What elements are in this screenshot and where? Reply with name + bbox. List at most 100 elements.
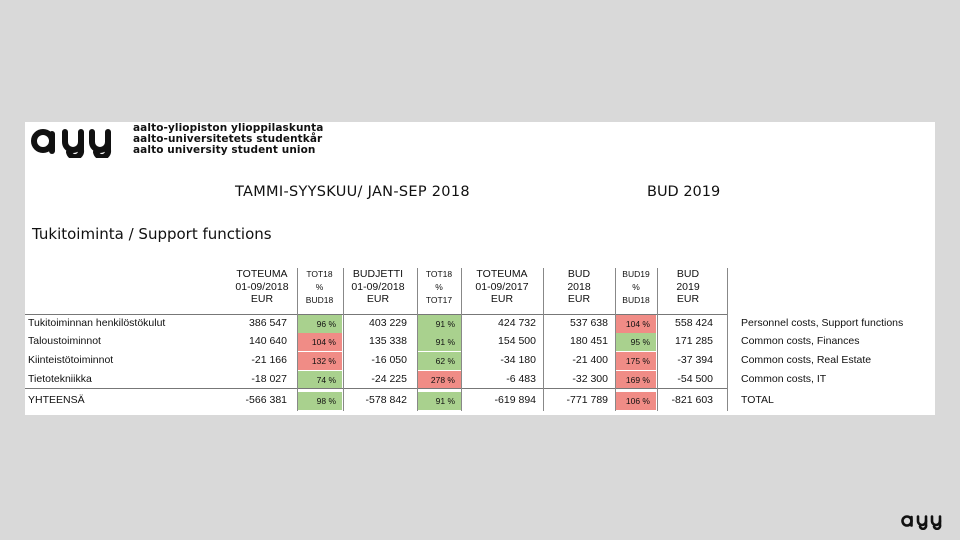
column-header: TOT18% TOT17: [417, 268, 461, 307]
row-label-en: Personnel costs, Support functions: [741, 317, 904, 329]
column-divider: [543, 268, 544, 411]
value-cell: 154 500: [498, 335, 536, 347]
percent-highlight: [297, 333, 342, 351]
column-divider: [615, 268, 616, 411]
percent-highlight: [417, 371, 461, 389]
section-title: Tukitoiminta / Support functions: [32, 225, 272, 243]
period-heading: TAMMI-SYYSKUU/ JAN-SEP 2018: [235, 184, 470, 200]
column-header-line: BUDJETTI: [352, 268, 404, 280]
percent-highlight: [417, 352, 461, 370]
value-cell: 140 640: [249, 335, 287, 347]
column-divider: [727, 268, 728, 411]
value-cell: -34 180: [500, 354, 536, 366]
value-cell: 180 451: [570, 335, 608, 347]
total-label: YHTEENSÄ: [28, 394, 85, 406]
value-cell: -24 225: [371, 373, 407, 385]
row-label-fi: Taloustoiminnot: [28, 335, 101, 347]
value-cell: 558 424: [675, 317, 713, 329]
column-header-line: BUD18: [622, 295, 650, 305]
column-header-line: TOTEUMA: [476, 268, 528, 280]
percent-cell: 91 %: [435, 396, 455, 406]
percent-highlight: [297, 371, 342, 389]
column-divider: [417, 268, 418, 411]
column-header-line: %: [315, 282, 324, 292]
total-divider: [25, 388, 727, 389]
value-cell: -566 381: [245, 394, 287, 406]
value-cell: -578 842: [365, 394, 407, 406]
percent-cell: 74 %: [316, 375, 336, 385]
column-header-line: BUD19: [622, 269, 650, 279]
column-header-line: BUD: [676, 268, 700, 280]
value-cell: -32 300: [572, 373, 608, 385]
percent-cell: 95 %: [630, 337, 650, 347]
percent-highlight: [297, 392, 342, 410]
percent-cell: 132 %: [311, 356, 336, 366]
percent-highlight: [417, 315, 461, 333]
column-header-line: %: [435, 282, 443, 292]
logo-line-fi: aalto-yliopiston ylioppilaskunta: [133, 122, 324, 134]
percent-cell: 175 %: [625, 356, 650, 366]
column-header-line: 01-09/2018: [235, 280, 289, 293]
column-divider: [657, 268, 658, 411]
percent-highlight: [417, 392, 461, 410]
header-divider: [25, 314, 727, 315]
column-header-line: TOT18: [425, 269, 453, 279]
column-header: TOTEUMA 01-09/2017 EUR: [462, 268, 542, 306]
column-header-line: TOT17: [425, 295, 453, 305]
column-header-line: EUR: [676, 293, 700, 305]
value-cell: -619 894: [494, 394, 536, 406]
percent-cell: 98 %: [316, 396, 336, 406]
value-cell: -21 166: [251, 354, 287, 366]
logo-line-en: aalto university student union: [133, 144, 316, 156]
value-cell: 537 638: [570, 317, 608, 329]
percent-highlight: [616, 392, 656, 410]
value-cell: -37 394: [677, 354, 713, 366]
column-header-line: EUR: [567, 293, 591, 305]
row-label-fi: Tietotekniikka: [28, 373, 92, 385]
value-cell: 386 547: [249, 317, 287, 329]
column-header-line: BUD18: [305, 295, 334, 305]
logo-line-sv: aalto-universitetets studentkår: [133, 133, 323, 145]
percent-cell: 278 %: [430, 375, 455, 385]
row-label-fi: Tukitoiminnan henkilöstökulut: [28, 317, 166, 329]
budget-heading: BUD 2019: [647, 184, 721, 200]
value-cell: -6 483: [506, 373, 536, 385]
column-header-line: 2018: [567, 280, 591, 293]
column-header-line: 01-09/2018: [351, 280, 405, 293]
total-label-en: TOTAL: [741, 394, 774, 406]
value-cell: 135 338: [369, 335, 407, 347]
percent-cell: 169 %: [625, 375, 650, 385]
column-header-line: BUD: [567, 268, 591, 280]
percent-cell: 104 %: [311, 337, 336, 347]
column-header-line: TOTEUMA: [236, 268, 288, 280]
value-cell: -16 050: [371, 354, 407, 366]
column-header: BUD 2019 EUR: [657, 268, 719, 306]
column-divider: [297, 268, 298, 411]
ayy-corner-logo-icon: [901, 515, 942, 530]
slide-panel: aalto-yliopiston ylioppilaskunta aalto-u…: [25, 122, 935, 415]
column-header-line: EUR: [250, 293, 274, 305]
column-header: BUD 2018 EUR: [544, 268, 614, 306]
column-header-line: %: [632, 282, 640, 292]
percent-highlight: [297, 315, 342, 333]
value-cell: -821 603: [671, 394, 713, 406]
value-cell: -18 027: [251, 373, 287, 385]
value-cell: -771 789: [566, 394, 608, 406]
percent-highlight: [616, 315, 656, 333]
percent-cell: 104 %: [625, 319, 650, 329]
value-cell: -21 400: [572, 354, 608, 366]
row-label-en: Common costs, Finances: [741, 335, 860, 347]
percent-highlight: [297, 352, 342, 370]
value-cell: 403 229: [369, 317, 407, 329]
value-cell: 171 285: [675, 335, 713, 347]
ayy-logo-icon: [31, 129, 112, 158]
percent-highlight: [417, 333, 461, 351]
column-header-line: 01-09/2017: [475, 280, 529, 293]
percent-highlight: [616, 333, 656, 351]
column-header: BUDJETTI 01-09/2018 EUR: [343, 268, 413, 306]
column-header: TOT18% BUD18: [297, 268, 342, 307]
column-header: BUD19% BUD18: [616, 268, 656, 307]
percent-cell: 62 %: [435, 356, 455, 366]
value-cell: -54 500: [677, 373, 713, 385]
column-header-line: EUR: [490, 293, 514, 305]
